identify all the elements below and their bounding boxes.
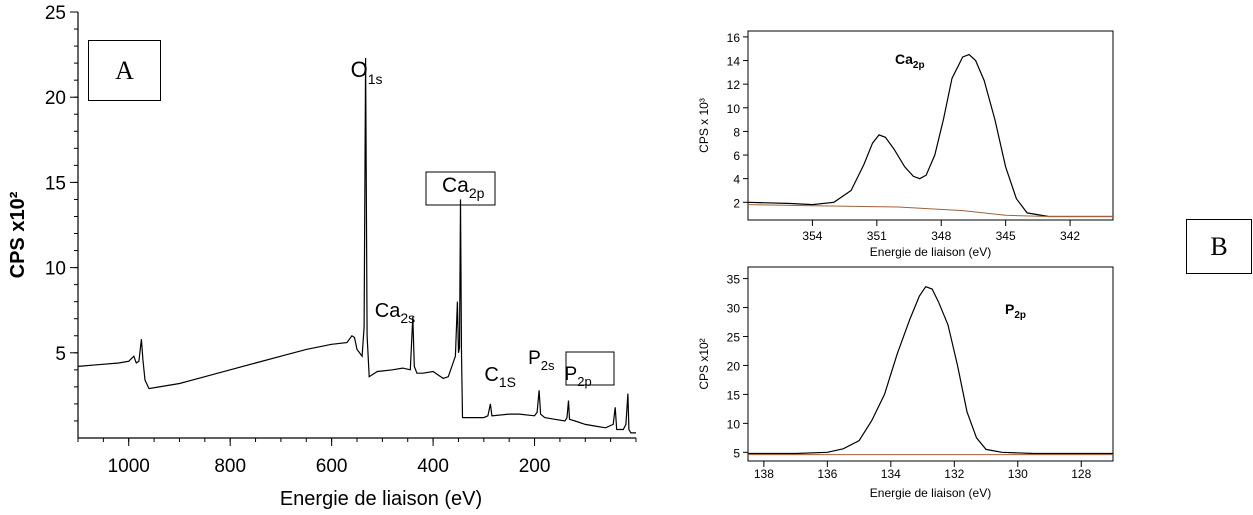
p2p-plot-y-tick-label: 15	[727, 388, 741, 402]
ca2p-plot-y-tick-label: 2	[733, 196, 740, 210]
y-tick-label-a: 5	[55, 344, 66, 365]
survey-spectrum-line	[77, 57, 636, 434]
p2p-plot-x-tick-label: 132	[944, 467, 964, 481]
ca2p-plot-frame	[747, 30, 1114, 221]
ca2p-plot-y-tick-label: 14	[727, 55, 741, 69]
peak-label: C1S	[484, 364, 516, 390]
p2p-plot-y-tick-label: 25	[727, 330, 741, 344]
y-tick-label-a: 20	[45, 88, 66, 109]
peak-label: Ca2p	[442, 174, 485, 201]
x-axis-label-a: Energie de liaison (eV)	[280, 488, 482, 510]
y-tick-label-a: 25	[45, 3, 66, 24]
p2p-plot-y-tick-label: 30	[727, 302, 741, 316]
panel-label-a: A	[88, 40, 161, 101]
ca2p-plot-title: Ca2p	[895, 51, 925, 71]
p2p-plot-x-axis-label: Energie de liaison (eV)	[870, 486, 991, 500]
x-tick-label-a: 200	[519, 456, 551, 477]
peak-label: Ca2s	[375, 300, 415, 326]
y-axis-label-a: CPS x10²	[7, 191, 29, 278]
p2p-plot-y-tick-label: 20	[727, 359, 741, 373]
ca2p-plot-y-tick-label: 12	[727, 78, 741, 92]
x-tick-label-a: 800	[214, 456, 246, 477]
p2p-label-box	[565, 351, 615, 386]
p2p-plot-series-line	[748, 285, 1113, 455]
panel-label-b: B	[1186, 219, 1252, 274]
ca2p-plot-series-line	[747, 204, 1113, 217]
ca2p-plot-y-tick-label: 8	[733, 125, 740, 139]
peak-label: P2s	[528, 348, 555, 373]
p2p-plot-y-axis-label: CPS x10²	[697, 338, 711, 389]
p2p-plot-x-tick-label: 130	[1008, 467, 1028, 481]
ca2p-label-box	[425, 171, 496, 206]
p2p-plot-x-tick-label: 128	[1071, 467, 1091, 481]
x-tick-label-a: 600	[316, 456, 348, 477]
p2p-plot-y-tick-label: 5	[733, 446, 740, 460]
ca2p-plot-y-tick-label: 10	[727, 102, 741, 116]
x-tick-label-a: 1000	[108, 456, 150, 477]
y-tick-label-a: 10	[45, 259, 66, 280]
ca2p-plot-x-axis-label: Energie de liaison (eV)	[870, 245, 991, 259]
ca2p-plot-series-line	[747, 53, 1113, 218]
ca2p-plot-y-tick-label: 6	[733, 149, 740, 163]
ca2p-plot-x-tick-label: 345	[996, 229, 1016, 243]
x-tick-label-a: 400	[417, 456, 449, 477]
p2p-plot-x-tick-label: 136	[817, 467, 837, 481]
p2p-plot-title: P2p	[1005, 301, 1026, 321]
p2p-plot-x-tick-label: 134	[881, 467, 901, 481]
ca2p-plot-y-tick-label: 4	[733, 173, 740, 187]
ca2p-plot-x-tick-label: 354	[802, 229, 822, 243]
peak-label: O1s	[351, 57, 383, 87]
ca2p-plot-x-tick-label: 348	[931, 229, 951, 243]
p2p-plot-y-tick-label: 35	[727, 273, 741, 287]
ca2p-plot-x-tick-label: 351	[867, 229, 887, 243]
ca2p-plot-y-axis-label: CPS x 10³	[697, 98, 711, 153]
p2p-plot-x-tick-label: 138	[754, 467, 774, 481]
y-tick-label-a: 15	[45, 173, 66, 194]
ca2p-plot-y-tick-label: 16	[727, 31, 741, 45]
p2p-plot-y-tick-label: 10	[727, 417, 741, 431]
ca2p-plot-x-tick-label: 342	[1060, 229, 1080, 243]
p2p-plot-frame	[747, 266, 1114, 462]
